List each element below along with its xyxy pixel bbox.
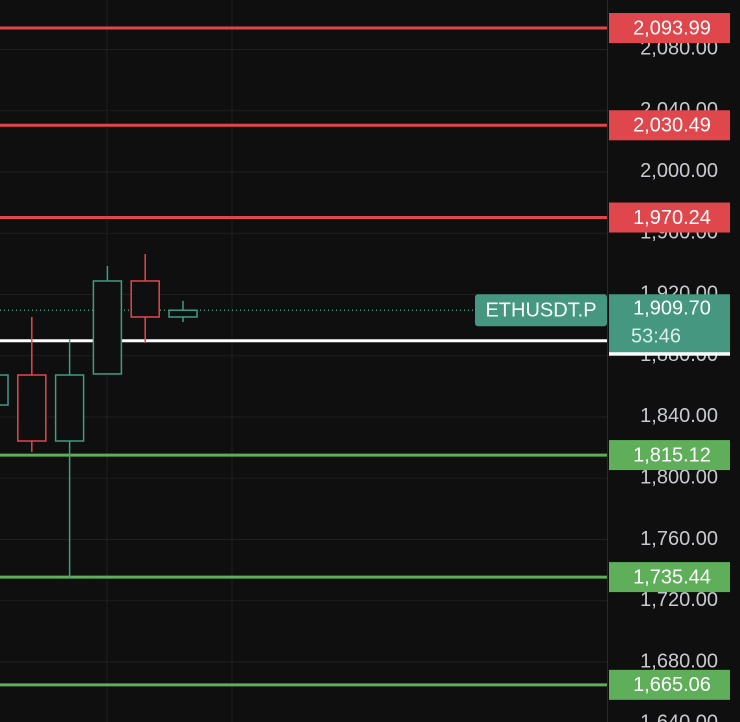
level-label: 1,970.24 <box>633 207 711 229</box>
level-label: 1,665.06 <box>633 674 711 696</box>
level-label-box <box>609 13 730 44</box>
candle-body <box>130 280 160 318</box>
candle-body <box>168 309 198 318</box>
symbol-box <box>475 294 607 327</box>
level-label-box <box>609 202 730 233</box>
level-label: 1,735.44 <box>633 566 711 588</box>
y-tick-label: 1,720.00 <box>640 589 718 611</box>
y-tick-label: 2,000.00 <box>640 160 718 182</box>
level-label-box <box>609 440 730 471</box>
candle-body <box>54 374 85 442</box>
last-price-box <box>609 294 730 353</box>
y-tick-label: 1,640.00 <box>640 712 718 722</box>
level-label: 2,093.99 <box>633 17 711 39</box>
y-tick-label: 1,760.00 <box>640 528 718 550</box>
candle-body <box>92 280 123 375</box>
level-label: 1,815.12 <box>633 444 711 466</box>
symbol-label: ETHUSDT.P <box>485 300 596 322</box>
candle-body <box>0 374 9 406</box>
candle-body <box>17 374 47 442</box>
y-tick-label: 2,080.00 <box>640 38 718 60</box>
y-tick-label: 1,800.00 <box>640 467 718 489</box>
level-label: 2,030.49 <box>633 115 711 137</box>
countdown-label: 53:46 <box>631 326 681 348</box>
level-label-box <box>609 669 730 700</box>
level-label-box <box>609 562 730 593</box>
last-price-label: 1,909.70 <box>633 298 711 320</box>
y-tick-label: 1,840.00 <box>640 405 718 427</box>
y-tick-label: 1,680.00 <box>640 650 718 672</box>
level-label-box <box>609 110 730 141</box>
